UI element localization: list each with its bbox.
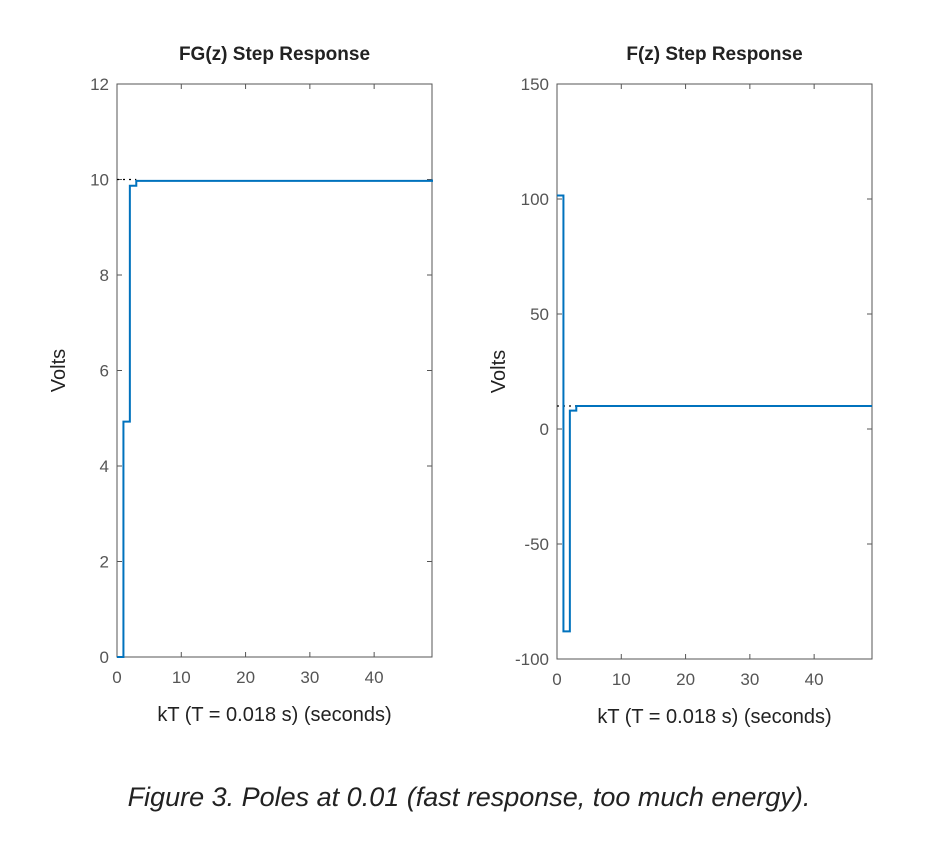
y-tick-label: 150 <box>521 75 549 94</box>
y-tick-label: 12 <box>90 75 109 94</box>
x-axis-label: kT (T = 0.018 s) (seconds) <box>157 704 391 726</box>
chart-title: FG(z) Step Response <box>179 44 370 65</box>
x-tick-label: 10 <box>612 670 631 689</box>
x-tick-label: 40 <box>365 668 384 687</box>
figure-caption: Figure 3. Poles at 0.01 (fast response, … <box>127 782 811 812</box>
y-tick-label: 8 <box>100 266 109 285</box>
chart-2: 0 10 20 30 40 -100 -50 0 50 100 150 F(z) Step Respo… <box>488 44 873 728</box>
y-tick-label: -100 <box>515 650 549 669</box>
y-tick-label: 4 <box>100 457 109 476</box>
x-tick-label: 0 <box>112 668 121 687</box>
x-tick-label: 30 <box>740 670 759 689</box>
y-tick-label: 6 <box>100 362 109 381</box>
chart-1: 0 10 20 30 40 0 2 4 6 8 10 12 FG(z) Step Response kT … <box>48 44 433 726</box>
y-tick-label: 10 <box>90 171 109 190</box>
y-tick-label: 100 <box>521 190 549 209</box>
x-tick-label: 10 <box>172 668 191 687</box>
x-tick-label: 20 <box>236 668 255 687</box>
axes-box <box>556 83 873 660</box>
y-tick-label: -50 <box>524 535 549 554</box>
y-tick-label: 50 <box>530 305 549 324</box>
x-tick-label: 30 <box>300 668 319 687</box>
y-tick-label: 0 <box>540 420 549 439</box>
chart-title: F(z) Step Response <box>626 44 802 65</box>
y-axis-label: Volts <box>488 350 510 393</box>
y-tick-label: 0 <box>100 648 109 667</box>
y-axis-label: Volts <box>48 349 70 392</box>
x-axis-label: kT (T = 0.018 s) (seconds) <box>597 706 831 728</box>
x-tick-label: 20 <box>676 670 695 689</box>
y-tick-label: 2 <box>100 553 109 572</box>
figure-plots: 0 10 20 30 40 0 2 4 6 8 10 12 FG(z) Step Response kT … <box>48 44 873 728</box>
step-response-line <box>117 179 433 658</box>
x-tick-label: 40 <box>805 670 824 689</box>
axes-box <box>116 83 433 658</box>
step-response-line <box>557 194 872 633</box>
x-tick-label: 0 <box>552 670 561 689</box>
